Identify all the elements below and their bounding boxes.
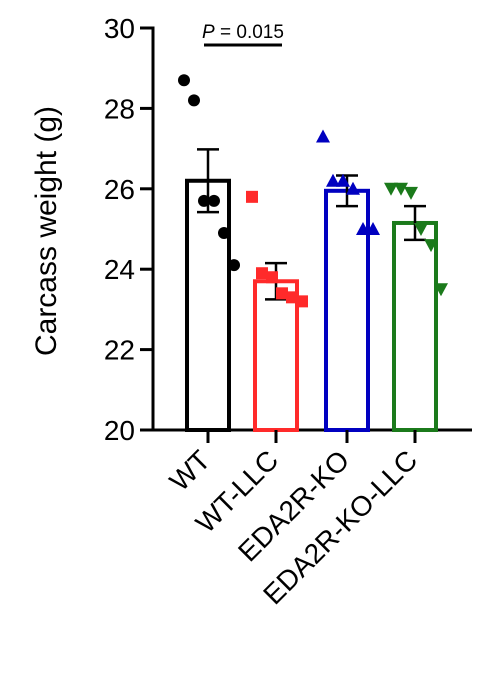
y-tick-label: 30 xyxy=(104,13,135,44)
bar-eda2r-ko-llc xyxy=(392,220,438,432)
y-tick-label: 22 xyxy=(104,335,135,366)
data-point xyxy=(316,129,330,143)
x-tick-label: WT xyxy=(164,444,217,497)
data-point xyxy=(346,181,360,195)
data-point xyxy=(404,186,418,200)
data-point xyxy=(228,259,240,272)
data-point xyxy=(246,190,258,203)
data-point xyxy=(256,267,268,280)
y-tick-label: 24 xyxy=(104,254,135,285)
data-point xyxy=(414,223,428,236)
data-point xyxy=(266,271,278,284)
data-point xyxy=(384,182,398,196)
data-point xyxy=(276,287,288,300)
data-point xyxy=(356,222,370,235)
data-point xyxy=(424,239,438,253)
bar-wt xyxy=(185,178,231,432)
p-value-label: P = 0.015 xyxy=(202,22,284,43)
y-tick-label: 26 xyxy=(104,174,135,205)
y-tick-label: 20 xyxy=(104,415,135,446)
data-point xyxy=(394,182,408,196)
y-axis-label: Carcass weight (g) xyxy=(30,106,63,356)
data-point xyxy=(198,194,210,207)
data-point xyxy=(286,291,298,304)
data-point xyxy=(296,295,308,308)
data-point xyxy=(434,283,448,297)
data-point xyxy=(366,222,380,235)
bar-wt-llc xyxy=(253,279,299,433)
data-point xyxy=(178,74,190,87)
data-point xyxy=(208,194,220,207)
data-point xyxy=(218,227,230,240)
y-tick-label: 28 xyxy=(104,93,135,124)
data-point xyxy=(326,173,340,187)
data-point xyxy=(336,173,350,187)
data-point xyxy=(188,94,200,107)
